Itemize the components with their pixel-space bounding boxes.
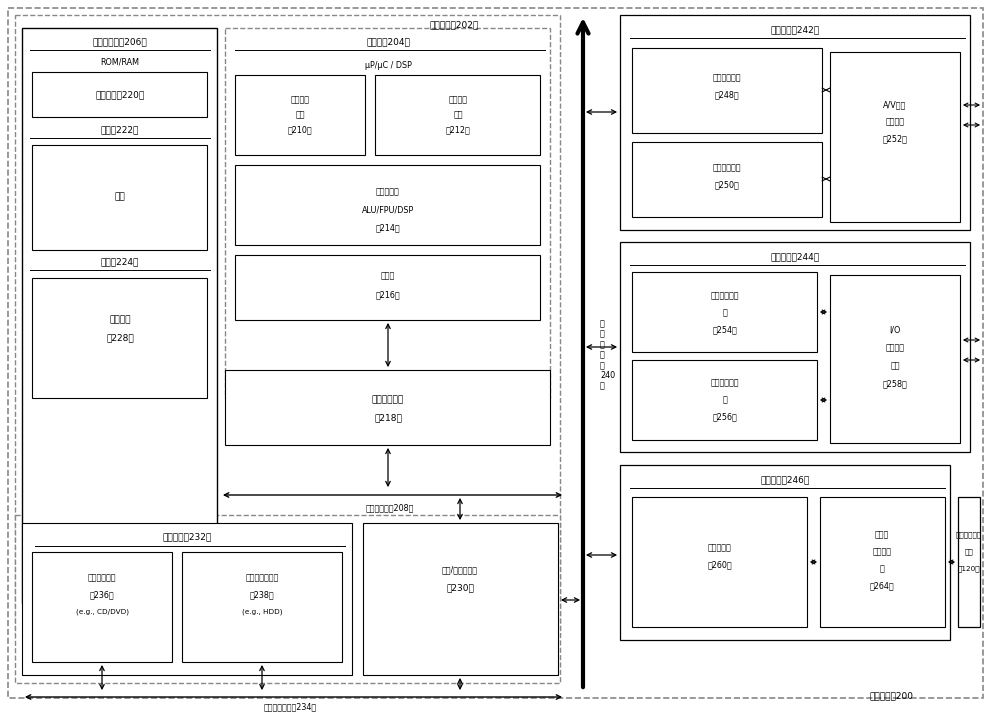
Bar — [620, 242, 970, 452]
Text: 串行接口控制: 串行接口控制 — [711, 291, 739, 301]
Text: 操作系统（220）: 操作系统（220） — [95, 90, 145, 100]
Text: 接
口
总
线
（
240
）: 接 口 总 线 （ 240 ） — [600, 319, 615, 391]
Text: （216）: （216） — [376, 291, 400, 299]
Text: 系统存储器（206）: 系统存储器（206） — [93, 37, 147, 47]
Bar — [15, 15, 560, 635]
Text: 储存设备（232）: 储存设备（232） — [162, 533, 212, 541]
Text: 处理器（204）: 处理器（204） — [366, 37, 410, 47]
Text: 二级高速: 二级高速 — [448, 95, 468, 105]
Text: 总线/接口控制器: 总线/接口控制器 — [442, 566, 478, 574]
Text: 通信设备（246）: 通信设备（246） — [760, 475, 810, 485]
Bar — [632, 272, 817, 352]
Text: 个）: 个） — [890, 362, 900, 370]
Text: （256）: （256） — [713, 412, 737, 422]
Bar — [375, 75, 540, 155]
Text: （214）: （214） — [376, 223, 400, 233]
Text: 器: 器 — [723, 395, 727, 405]
Bar — [32, 145, 207, 250]
Text: （多个）: （多个） — [886, 117, 904, 127]
Bar — [15, 515, 560, 683]
Bar — [22, 523, 352, 675]
Text: 缓存: 缓存 — [295, 110, 305, 120]
Text: 指令: 指令 — [115, 193, 125, 201]
Bar — [830, 52, 960, 222]
Text: （260）: （260） — [708, 561, 732, 569]
Text: 可移除储存器: 可移除储存器 — [88, 574, 116, 583]
Bar — [32, 72, 207, 117]
Text: 数据（224）: 数据（224） — [101, 258, 139, 266]
Text: 程序（222）: 程序（222） — [101, 125, 139, 135]
Text: （250）: （250） — [715, 180, 739, 190]
Text: 一级高速: 一级高速 — [290, 95, 310, 105]
Text: （210）: （210） — [288, 125, 312, 135]
Text: 端口（多: 端口（多 — [886, 344, 904, 352]
Bar — [235, 165, 540, 245]
Bar — [225, 28, 550, 398]
Text: 程序数据: 程序数据 — [109, 316, 131, 324]
Text: （258）: （258） — [883, 379, 907, 389]
Text: A/V端口: A/V端口 — [883, 100, 907, 110]
Bar — [235, 75, 365, 155]
Text: （218）: （218） — [374, 414, 402, 422]
Text: ）: ） — [880, 564, 884, 574]
Text: （248）: （248） — [715, 90, 739, 100]
Bar — [620, 465, 950, 640]
Bar — [235, 255, 540, 320]
Text: 口（多个: 口（多个 — [872, 548, 892, 556]
Bar — [820, 497, 945, 627]
Bar — [632, 48, 822, 133]
Text: （228）: （228） — [106, 334, 134, 342]
Text: I/O: I/O — [889, 326, 901, 334]
Text: 外围接口（244）: 外围接口（244） — [770, 253, 820, 261]
Bar — [632, 497, 807, 627]
Text: 网络控制器: 网络控制器 — [708, 543, 732, 553]
Text: (e.g., CD/DVD): (e.g., CD/DVD) — [76, 609, 128, 615]
Text: µP/µC / DSP: µP/µC / DSP — [365, 60, 411, 69]
Bar — [32, 278, 207, 398]
Text: ROM/RAM: ROM/RAM — [100, 57, 140, 67]
Bar — [182, 552, 342, 662]
Bar — [32, 552, 172, 662]
Text: 认证服务器200: 认证服务器200 — [870, 691, 914, 700]
Text: 输出设备（242）: 输出设备（242） — [770, 26, 820, 34]
Text: 不可移除储存器: 不可移除储存器 — [245, 574, 279, 583]
Text: 缓存: 缓存 — [453, 110, 463, 120]
Text: （230）: （230） — [446, 584, 474, 593]
Text: （254）: （254） — [713, 326, 737, 334]
Text: 图像处理单元: 图像处理单元 — [713, 74, 741, 82]
Text: 器: 器 — [723, 309, 727, 317]
Text: （238）: （238） — [250, 591, 274, 599]
Text: 基本配置（202）: 基本配置（202） — [430, 20, 479, 29]
Bar — [620, 15, 970, 230]
Text: 通信端: 通信端 — [875, 531, 889, 539]
Text: 处理器核心: 处理器核心 — [376, 188, 400, 196]
Bar — [632, 360, 817, 440]
Bar — [363, 523, 558, 675]
Bar — [958, 497, 980, 627]
Bar — [22, 28, 217, 603]
Text: 音频处理单元: 音频处理单元 — [713, 163, 741, 173]
Text: 并行接口控制: 并行接口控制 — [711, 379, 739, 387]
Bar — [632, 142, 822, 217]
Text: 存储器控制器: 存储器控制器 — [372, 395, 404, 405]
Text: 个）: 个） — [965, 548, 973, 556]
Text: 计算设备（多: 计算设备（多 — [956, 532, 982, 538]
Text: 寄存器: 寄存器 — [381, 271, 395, 281]
Text: （252）: （252） — [883, 135, 907, 143]
Text: ALU/FPU/DSP: ALU/FPU/DSP — [362, 205, 414, 215]
Bar — [830, 275, 960, 443]
Text: （120）: （120） — [958, 566, 980, 572]
Text: （264）: （264） — [870, 581, 894, 591]
Bar — [225, 370, 550, 445]
Text: （236）: （236） — [90, 591, 114, 599]
Text: （212）: （212） — [446, 125, 470, 135]
Text: 存储器总线（208）: 存储器总线（208） — [366, 503, 414, 513]
Text: 储存接口总线（234）: 储存接口总线（234） — [263, 702, 317, 712]
Text: (e.g., HDD): (e.g., HDD) — [242, 609, 282, 615]
